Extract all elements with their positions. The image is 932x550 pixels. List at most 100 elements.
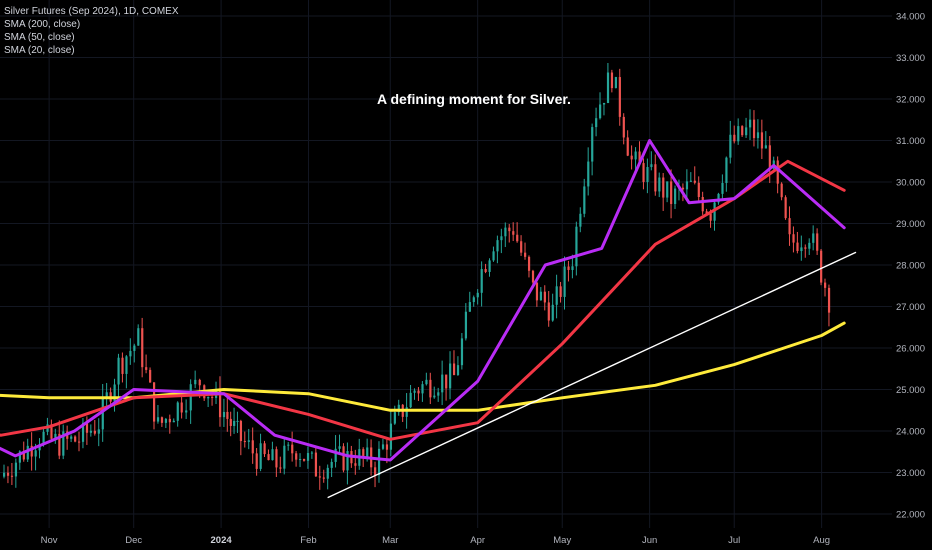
candle-body <box>630 155 633 160</box>
trendline <box>327 251 857 499</box>
candle-body <box>575 226 578 267</box>
candle-body <box>417 390 420 394</box>
candle-body <box>717 193 720 203</box>
candle-body <box>689 180 693 182</box>
candle-body <box>614 77 618 89</box>
x-tick-label: 2024 <box>211 535 233 546</box>
candle-body <box>267 454 270 461</box>
candle-body <box>74 436 77 442</box>
candle-body <box>804 247 807 249</box>
candle-body <box>385 444 389 450</box>
candle-body <box>377 448 381 476</box>
candle-body <box>137 328 140 346</box>
candle-body <box>547 302 550 321</box>
sma-lines <box>0 139 857 499</box>
candle-body <box>149 369 152 383</box>
candle-body <box>226 411 229 419</box>
candle-body <box>595 118 598 128</box>
candle-body <box>287 444 290 446</box>
candle-body <box>145 367 148 370</box>
x-tick-label: May <box>553 535 571 546</box>
candle-body <box>599 104 602 119</box>
candle-body <box>709 213 712 221</box>
candle-body <box>591 127 594 162</box>
candle-body <box>796 242 799 252</box>
candle-body <box>445 374 448 389</box>
candle-body <box>362 449 365 457</box>
candle-body <box>121 357 124 374</box>
candle-body <box>50 424 53 439</box>
grid <box>0 0 892 528</box>
candle-body <box>721 182 724 194</box>
y-axis: 22.000 23.000 24.000 25.000 26.000 27.000 28.0… <box>896 12 925 521</box>
candle-body <box>306 453 310 461</box>
candle-body <box>77 441 81 443</box>
candle-body <box>492 251 495 261</box>
candle-body <box>516 234 519 242</box>
annotation-text: A defining moment for Silver. <box>377 91 571 107</box>
candle-body <box>583 186 586 214</box>
candle-body <box>425 379 428 385</box>
candle-body <box>133 345 136 351</box>
candle-body <box>812 233 815 243</box>
candle-body <box>22 451 25 460</box>
candle-body <box>468 302 471 312</box>
candle-body <box>26 445 29 460</box>
candle-body <box>54 433 57 439</box>
candle-body <box>338 446 341 449</box>
candle-body <box>567 266 570 270</box>
candle-body <box>156 417 160 422</box>
candle-body <box>658 177 661 192</box>
candle-body <box>141 328 144 368</box>
candle-body <box>247 440 250 442</box>
candle-body <box>535 282 539 301</box>
candle-body <box>741 126 744 136</box>
candle-body <box>654 164 657 192</box>
candle-body <box>176 402 179 421</box>
candle-body <box>674 188 677 204</box>
candle-body <box>693 180 696 183</box>
candle-body <box>366 447 369 457</box>
y-tick-label: 28.000 <box>896 261 925 272</box>
candle-body <box>776 160 779 184</box>
candle-body <box>539 291 543 301</box>
candle-body <box>211 396 214 398</box>
candle-body <box>666 181 669 198</box>
candle-body <box>788 218 791 235</box>
x-tick-label: Aug <box>813 535 830 546</box>
candle-body <box>129 350 132 357</box>
candle-body <box>824 282 827 288</box>
candle-body <box>322 477 325 479</box>
candle-body <box>263 443 266 455</box>
candle-body <box>97 429 100 434</box>
candle-body <box>729 134 732 158</box>
candle-body <box>346 451 349 471</box>
candle-body <box>117 357 120 385</box>
candle-body <box>218 389 222 418</box>
candle-body <box>233 420 236 426</box>
candle-body <box>464 311 468 339</box>
candle-body <box>768 145 771 169</box>
candle-body <box>646 167 649 182</box>
candle-body <box>389 423 393 450</box>
x-tick-label: Jun <box>642 535 657 546</box>
candle-body <box>638 151 641 164</box>
candle-body <box>279 467 282 469</box>
candle-body <box>705 211 708 214</box>
candle-body <box>606 72 610 104</box>
legend-sma200: SMA (200, close) <box>4 19 81 30</box>
candle-body <box>6 472 10 476</box>
candle-body <box>520 241 523 253</box>
candle-body <box>58 433 61 456</box>
candle-body <box>504 227 507 237</box>
candle-body <box>508 227 511 232</box>
legend-sma50: SMA (50, close) <box>4 32 75 43</box>
candle-body <box>745 127 748 136</box>
candle-body <box>752 119 756 139</box>
candle-body <box>14 462 18 477</box>
candle-body <box>808 242 811 249</box>
candle-body <box>295 453 298 460</box>
candle-body <box>105 392 108 398</box>
candle-body <box>587 161 590 187</box>
